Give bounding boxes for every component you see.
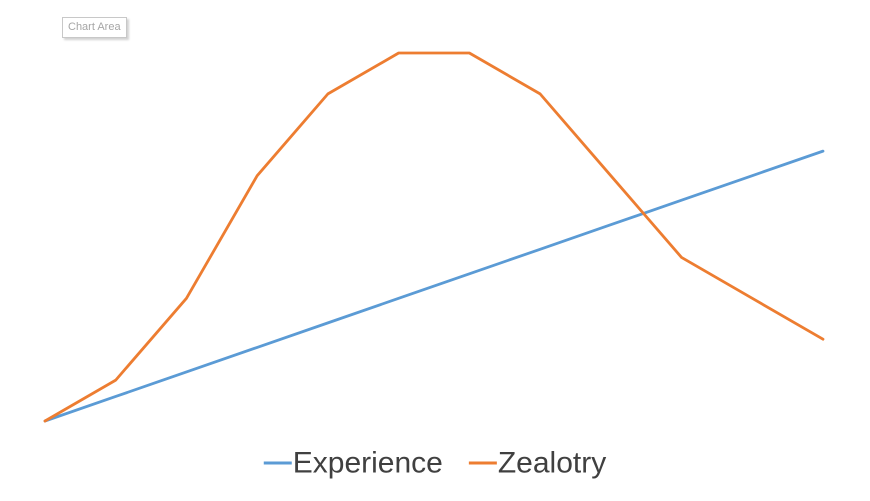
legend[interactable]: Experience Zealotry	[263, 447, 606, 480]
series-line-experience[interactable]	[43, 149, 825, 423]
legend-label-experience: Experience	[293, 447, 443, 480]
series-layer	[43, 51, 825, 423]
series-line-zealotry[interactable]	[43, 51, 825, 423]
legend-label-zealotry: Zealotry	[498, 447, 606, 480]
legend-item-experience[interactable]: Experience	[263, 447, 443, 480]
legend-item-zealotry[interactable]: Zealotry	[468, 447, 606, 480]
chart-area-tooltip: Chart Area	[62, 17, 127, 38]
